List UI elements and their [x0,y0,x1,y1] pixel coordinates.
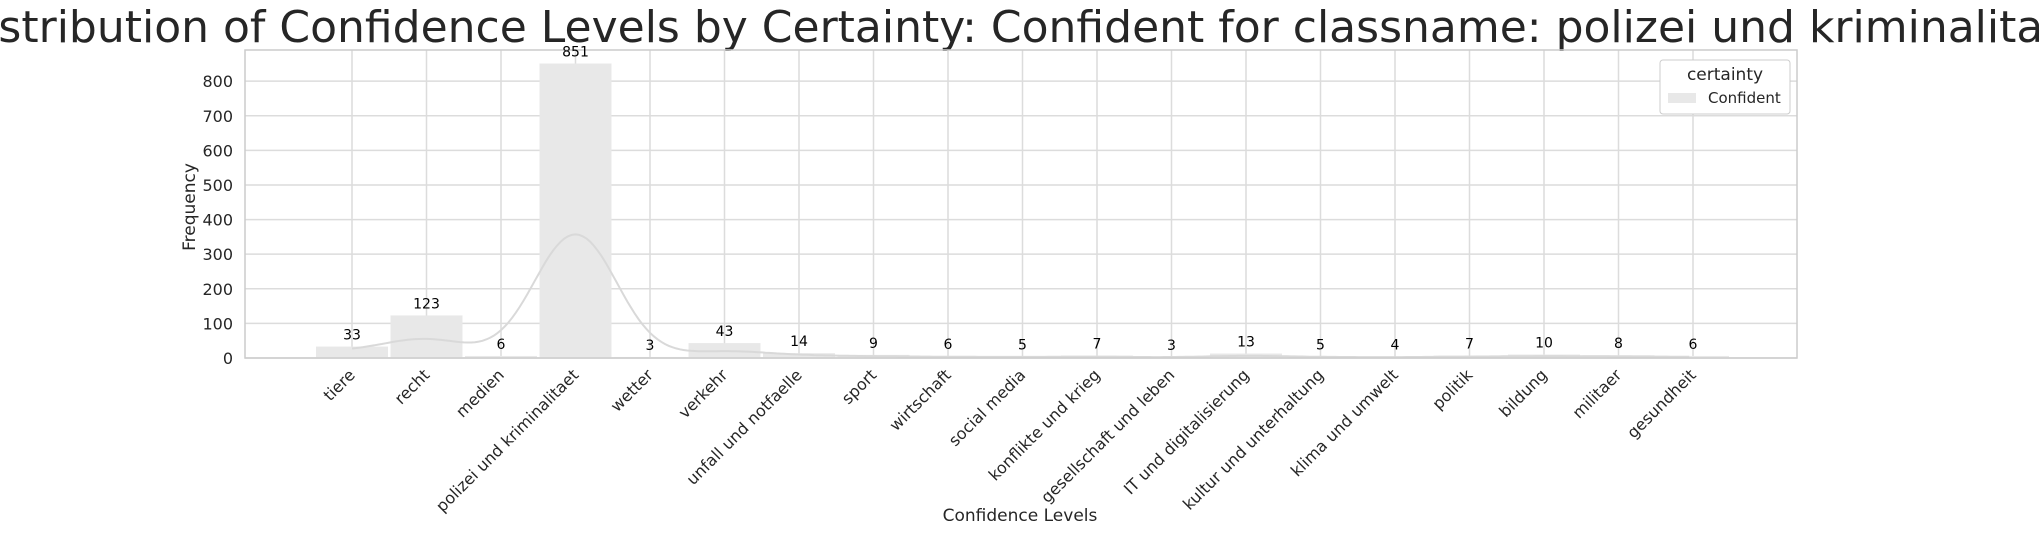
x-tick-label: tiere [319,365,358,404]
data-label: 43 [716,324,734,340]
data-label: 6 [1689,337,1698,353]
y-axis: 0 100 200 300 400 500 600 700 800 [202,72,233,368]
bar [390,315,463,358]
y-tick-label: 100 [202,314,233,333]
x-tick-label: wetter [607,365,657,415]
kde-curve [351,233,1690,359]
grid [245,50,1797,359]
data-label: 14 [790,334,808,350]
data-label: 4 [1391,338,1400,354]
bar [1657,355,1729,358]
data-label: 10 [1535,336,1553,352]
x-tick-label: kultur und unterhaltung [1179,365,1327,513]
y-tick-label: 500 [202,176,233,195]
y-tick-label: 0 [223,349,233,368]
data-label: 6 [497,337,506,353]
data-label: 123 [413,296,440,312]
y-tick-label: 300 [202,245,233,264]
legend-swatch [1668,93,1696,103]
x-tick-label: wirtschaft [885,365,954,434]
data-label: 8 [1614,336,1623,352]
data-label: 6 [944,337,953,353]
x-tick-label: bildung [1495,365,1551,421]
legend-title: certainty [1687,65,1763,85]
x-axis-label: Confidence Levels [943,506,1098,526]
data-label: 3 [646,338,655,354]
y-tick-label: 400 [202,211,233,230]
data-labels: 33 123 6 851 3 43 14 9 6 5 7 3 13 5 4 7 10 8 6 [343,44,1697,353]
bar [763,353,835,358]
bar [465,355,537,358]
data-label: 9 [869,336,878,352]
legend-label: Confident [1708,89,1781,107]
chart-title: Distribution of Confidence Levels by Cer… [0,2,2039,53]
legend: certainty Confident [1659,59,1791,115]
x-tick-label: gesundheit [1623,365,1700,442]
bar [539,63,612,358]
x-tick-label: polizei und kriminalitaet [432,365,582,515]
y-axis-label: Frequency [180,163,200,251]
x-tick-label: politik [1428,365,1476,413]
data-label: 13 [1237,335,1255,351]
x-tick-label: recht [391,365,434,408]
data-label: 7 [1465,337,1474,353]
data-label: 5 [1316,337,1325,353]
x-tick-label: medien [452,365,508,421]
data-label: 7 [1093,337,1102,353]
y-tick-label: 200 [202,280,233,299]
bar [316,346,388,358]
data-label: 33 [343,328,361,344]
x-tick-label: IT und digitalisierung [1120,365,1253,498]
x-tick-label: gesellschaft und leben [1037,365,1178,506]
y-tick-label: 600 [202,141,233,160]
data-label: 851 [562,44,589,60]
x-tick-label: militaer [1568,365,1625,422]
data-label: 3 [1167,338,1176,354]
x-tick-label: social media [945,365,1030,450]
x-tick-label: verkehr [675,365,732,422]
y-tick-label: 800 [202,72,233,91]
data-label: 5 [1018,337,1027,353]
x-tick-label: sport [838,365,881,408]
plot-frame [244,49,1798,359]
y-tick-label: 700 [202,107,233,126]
